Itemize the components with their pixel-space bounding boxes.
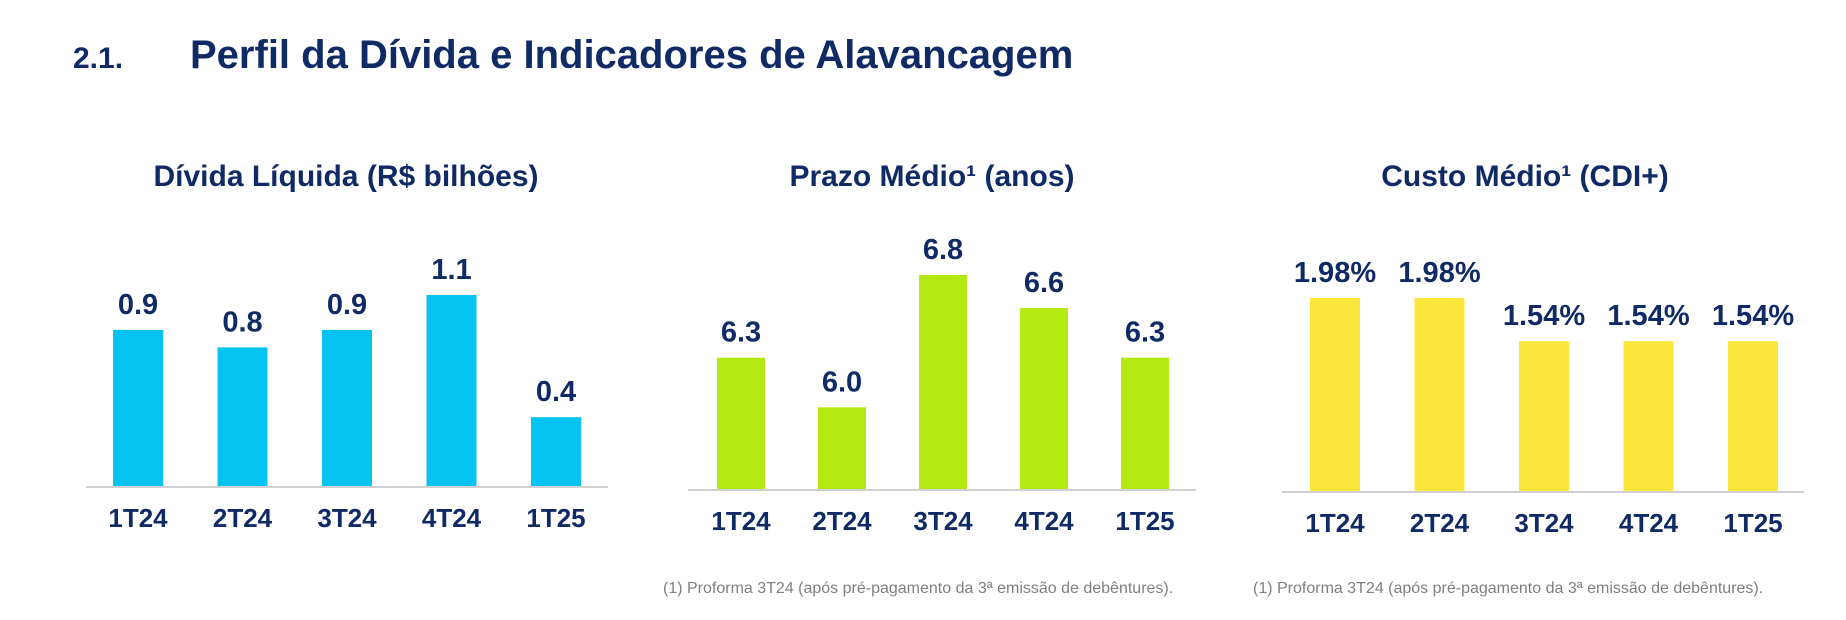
category-label-prazo-medio-2T24: 2T24 — [812, 506, 872, 536]
value-label-prazo-medio-4T24: 6.6 — [1024, 267, 1064, 299]
category-label-custo-medio-3T24: 3T24 — [1514, 508, 1574, 538]
footnote-custo-medio: (1) Proforma 3T24 (após pré-pagamento da… — [1253, 580, 1764, 597]
category-label-divida-liquida-3T24: 3T24 — [317, 503, 377, 533]
value-label-custo-medio-2T24: 1.98% — [1398, 257, 1480, 289]
bar-custo-medio-1T25 — [1728, 341, 1778, 492]
bar-divida-liquida-2T24 — [217, 347, 268, 487]
value-label-prazo-medio-1T25: 6.3 — [1125, 317, 1165, 349]
section-title: Perfil da Dívida e Indicadores de Alavan… — [190, 33, 1074, 77]
category-label-custo-medio-4T24: 4T24 — [1619, 508, 1679, 538]
value-label-divida-liquida-1T24: 0.9 — [118, 289, 158, 321]
section-number: 2.1. — [73, 42, 124, 75]
category-label-divida-liquida-1T24: 1T24 — [108, 503, 168, 533]
category-label-custo-medio-1T24: 1T24 — [1305, 508, 1365, 538]
value-label-divida-liquida-2T24: 0.8 — [222, 306, 262, 338]
category-label-prazo-medio-3T24: 3T24 — [913, 506, 973, 536]
bar-custo-medio-4T24 — [1623, 341, 1674, 492]
value-label-divida-liquida-3T24: 0.9 — [327, 289, 367, 321]
category-label-divida-liquida-1T25: 1T25 — [526, 503, 585, 533]
category-label-custo-medio-2T24: 2T24 — [1410, 508, 1470, 538]
bar-custo-medio-1T24 — [1310, 298, 1360, 492]
chart-prazo-medio: 6.3 1T24 6.0 2T24 6.8 3T24 6.6 4T24 6.3 1T25 — [688, 234, 1196, 536]
value-label-custo-medio-4T24: 1.54% — [1607, 300, 1689, 332]
chart-title-prazo-medio: Prazo Médio¹ (anos) — [789, 160, 1075, 193]
chart-title-custo-medio: Custo Médio¹ (CDI+) — [1381, 160, 1669, 193]
bar-divida-liquida-3T24 — [322, 329, 372, 487]
value-label-prazo-medio-2T24: 6.0 — [822, 366, 862, 398]
footnote-prazo-medio: (1) Proforma 3T24 (após pré-pagamento da… — [663, 580, 1174, 597]
bar-divida-liquida-1T25 — [531, 417, 581, 487]
value-label-custo-medio-1T24: 1.98% — [1294, 257, 1376, 289]
bar-custo-medio-3T24 — [1519, 341, 1569, 492]
bar-custo-medio-2T24 — [1414, 298, 1465, 492]
bar-divida-liquida-1T24 — [113, 329, 163, 487]
category-label-prazo-medio-4T24: 4T24 — [1014, 506, 1074, 536]
value-label-prazo-medio-1T24: 6.3 — [721, 317, 761, 349]
bar-prazo-medio-4T24 — [1020, 308, 1068, 490]
chart-divida-liquida: 0.9 1T24 0.8 2T24 0.9 3T24 1.1 4T24 0.4 1T25 — [86, 254, 608, 533]
value-label-custo-medio-1T25: 1.54% — [1712, 300, 1794, 332]
value-label-custo-medio-3T24: 1.54% — [1503, 300, 1585, 332]
category-label-divida-liquida-2T24: 2T24 — [213, 503, 273, 533]
value-label-divida-liquida-1T25: 0.4 — [536, 376, 576, 408]
bar-prazo-medio-2T24 — [818, 407, 866, 490]
category-label-prazo-medio-1T24: 1T24 — [711, 506, 771, 536]
value-label-divida-liquida-4T24: 1.1 — [431, 254, 471, 286]
category-label-divida-liquida-4T24: 4T24 — [422, 503, 482, 533]
value-label-prazo-medio-3T24: 6.8 — [923, 234, 963, 266]
bar-prazo-medio-3T24 — [919, 275, 967, 490]
bar-prazo-medio-1T24 — [717, 357, 765, 490]
chart-custo-medio: 1.98% 1T24 1.98% 2T24 1.54% 3T24 1.54% 4T24 1.54… — [1282, 257, 1804, 538]
bar-prazo-medio-1T25 — [1121, 357, 1169, 490]
chart-title-divida-liquida: Dívida Líquida (R$ bilhões) — [153, 160, 539, 193]
bar-divida-liquida-4T24 — [426, 295, 477, 487]
category-label-custo-medio-1T25: 1T25 — [1723, 508, 1782, 538]
category-label-prazo-medio-1T25: 1T25 — [1115, 506, 1174, 536]
